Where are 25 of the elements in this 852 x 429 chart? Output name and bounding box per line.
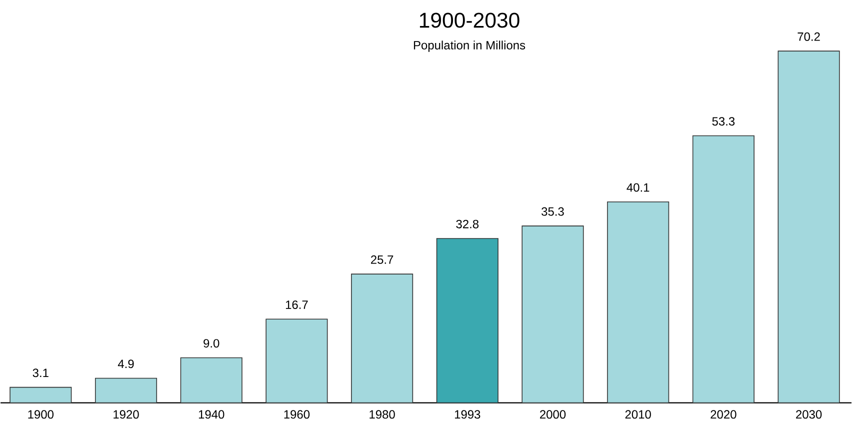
chart-subtitle: Population in Millions (414, 40, 526, 52)
x-tick-label: 1980 (370, 410, 395, 418)
x-tick-label: 1900 (28, 410, 54, 418)
data-label: 3.1 (32, 368, 48, 377)
data-label: 16.7 (286, 300, 308, 309)
chart-title: 1900-2030 (420, 12, 520, 28)
x-tick-label: 2030 (796, 410, 822, 418)
data-label: 9.0 (204, 338, 220, 348)
x-tick-label: 1940 (198, 410, 224, 418)
x-tick-label: 1960 (284, 410, 310, 418)
data-label: 40.1 (626, 183, 650, 192)
data-label: 70.2 (798, 32, 820, 41)
x-tick-label: 2010 (625, 410, 651, 418)
x-tick-label: 1993 (454, 410, 480, 418)
bar (436, 238, 498, 403)
data-label: 35.3 (542, 207, 564, 216)
bar (692, 135, 754, 403)
data-label: 53.3 (712, 116, 735, 126)
data-label: 4.9 (118, 359, 134, 368)
data-label: 25.7 (370, 255, 394, 264)
x-tick-label: 2020 (710, 410, 736, 418)
x-tick-label: 2000 (540, 410, 566, 418)
x-tick-label: 1920 (114, 410, 139, 418)
data-label: 32.8 (456, 220, 479, 228)
bar (10, 386, 72, 403)
